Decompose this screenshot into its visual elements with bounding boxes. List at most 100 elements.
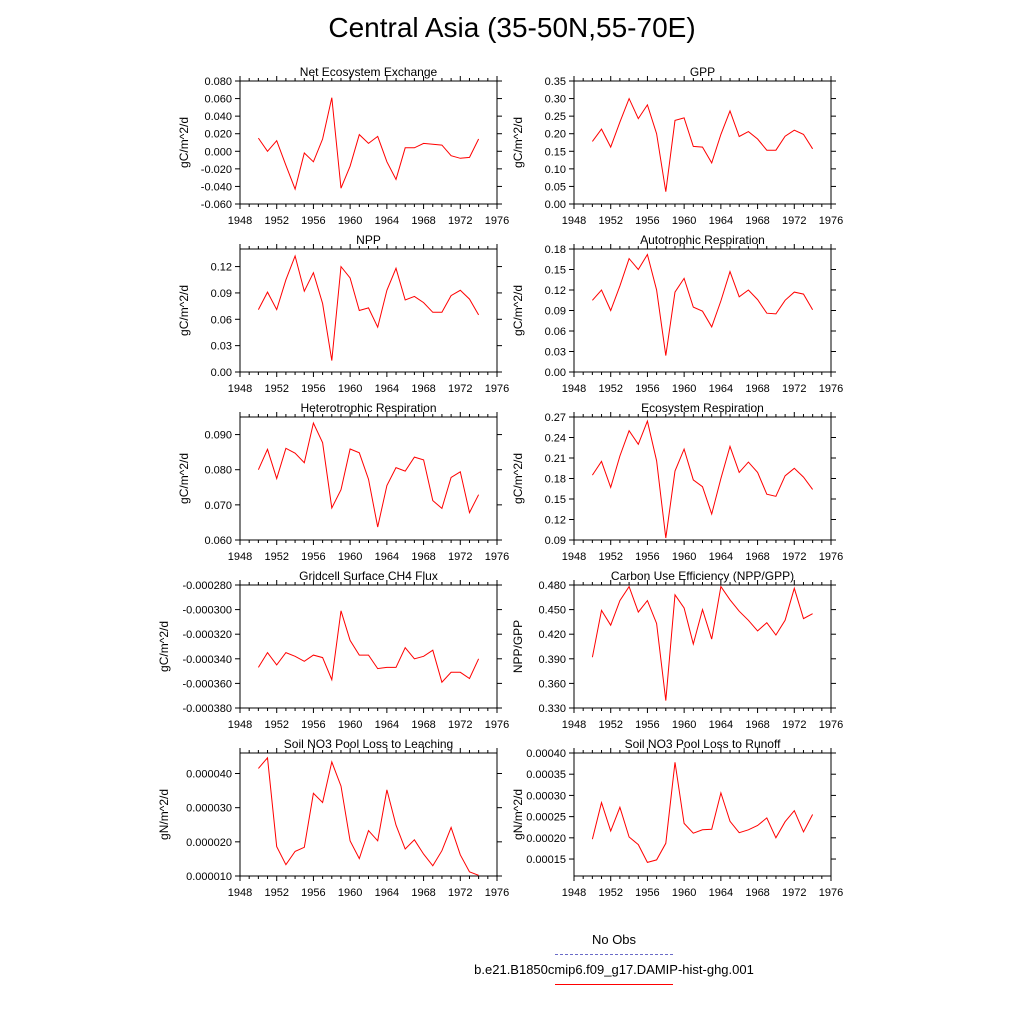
y-tick-label: 0.000030 [186, 803, 232, 815]
y-tick-label: -0.000300 [182, 605, 232, 617]
plot-frame [573, 248, 832, 373]
x-tick-label: 1960 [672, 719, 696, 731]
series-line [257, 421, 480, 528]
chart-panel: Carbon Use Efficiency (NPP/GPP) NPP/GPP 19… [511, 569, 843, 731]
y-tick-label: 0.360 [538, 678, 566, 690]
x-tick-label: 1960 [338, 383, 362, 395]
series-line [591, 585, 813, 701]
y-tick-label: 0.00015 [526, 854, 566, 866]
y-tick-label: -0.020 [201, 164, 232, 176]
y-tick-label: 0.27 [545, 412, 566, 424]
plot-frame [573, 416, 832, 541]
y-tick-label: 0.090 [204, 430, 232, 442]
x-tick-label: 1952 [598, 887, 622, 899]
x-tick-label: 1968 [411, 551, 435, 563]
x-tick-label: 1956 [635, 719, 659, 731]
y-tick-label: -0.000380 [182, 703, 232, 715]
x-tick-label: 1948 [228, 551, 252, 563]
x-tick-label: 1956 [301, 887, 325, 899]
x-tick-label: 1976 [819, 719, 843, 731]
series-line [591, 762, 814, 863]
x-tick-label: 1972 [448, 887, 472, 899]
y-tick-label: 0.070 [204, 500, 232, 512]
x-tick-label: 1968 [411, 887, 435, 899]
legend-obs-label: No Obs [591, 932, 637, 947]
series-line [591, 419, 814, 539]
y-axis-label: gC/m^2/d [511, 453, 525, 504]
x-tick-label: 1964 [375, 887, 399, 899]
y-tick-label: 0.09 [545, 306, 566, 318]
x-tick-label: 1956 [635, 215, 659, 227]
y-tick-label: 0.06 [211, 314, 232, 326]
x-tick-label: 1956 [301, 719, 325, 731]
y-axis-label: gC/m^2/d [157, 621, 171, 672]
panel-title: Soil NO3 Pool Loss to Leaching [284, 737, 453, 751]
x-tick-label: 1968 [745, 551, 769, 563]
panel-title: Net Ecosystem Exchange [300, 65, 438, 79]
y-tick-label: 0.21 [545, 453, 566, 465]
x-tick-label: 1968 [745, 215, 769, 227]
x-tick-label: 1964 [375, 551, 399, 563]
y-tick-label: 0.09 [211, 288, 232, 300]
y-tick-label: 0.15 [545, 494, 566, 506]
x-tick-label: 1952 [264, 551, 288, 563]
x-tick-label: 1960 [338, 887, 362, 899]
y-tick-label: 0.20 [545, 129, 566, 141]
x-tick-label: 1952 [264, 215, 288, 227]
panel-title: GPP [690, 65, 715, 79]
chart-panel: Soil NO3 Pool Loss to Runoff gN/m^2/d 1948… [511, 737, 843, 899]
y-tick-label: -0.000280 [182, 580, 232, 592]
x-tick-label: 1960 [672, 383, 696, 395]
y-tick-label: 0.000040 [186, 769, 232, 781]
x-tick-label: 1948 [562, 551, 586, 563]
x-tick-label: 1972 [448, 383, 472, 395]
series-line [257, 610, 480, 684]
x-tick-label: 1976 [819, 383, 843, 395]
y-tick-label: 0.00020 [526, 833, 566, 845]
chart-panel: Net Ecosystem Exchange gC/m^2/d 1948 1952 19… [177, 65, 509, 227]
series-line [592, 253, 814, 356]
panel-title: Heterotrophic Respiration [300, 401, 436, 415]
x-tick-label: 1960 [672, 551, 696, 563]
y-tick-label: 0.420 [538, 629, 566, 641]
y-tick-label: 0.30 [545, 94, 566, 106]
y-axis-label: gC/m^2/d [177, 285, 191, 336]
x-tick-label: 1964 [709, 215, 733, 227]
plot-frame [573, 752, 832, 877]
y-tick-label: 0.03 [545, 347, 566, 359]
y-tick-label: 0.05 [545, 181, 566, 193]
y-tick-label: -0.000340 [182, 654, 232, 666]
chart-panel: Autotrophic Respiration gC/m^2/d 1948 1952 1… [511, 233, 843, 395]
y-axis-label: gC/m^2/d [177, 117, 191, 168]
x-tick-label: 1956 [635, 887, 659, 899]
x-tick-label: 1972 [782, 215, 806, 227]
x-tick-label: 1948 [562, 719, 586, 731]
y-tick-label: -0.000360 [182, 678, 232, 690]
x-tick-label: 1968 [411, 383, 435, 395]
y-tick-label: 0.330 [538, 703, 566, 715]
chart-panel: Heterotrophic Respiration gC/m^2/d 1948 195… [177, 401, 509, 563]
y-tick-label: 0.020 [204, 129, 232, 141]
panel-title: Ecosystem Respiration [641, 401, 764, 415]
x-tick-label: 1952 [264, 383, 288, 395]
y-tick-label: 0.15 [545, 265, 566, 277]
x-tick-label: 1968 [411, 719, 435, 731]
series-line [258, 756, 479, 876]
y-tick-label: 0.00030 [526, 790, 566, 802]
x-tick-label: 1952 [264, 719, 288, 731]
y-axis-label: gN/m^2/d [511, 789, 525, 840]
chart-panel: Ecosystem Respiration gC/m^2/d 1948 1952 195… [511, 401, 843, 563]
x-tick-label: 1948 [228, 887, 252, 899]
x-tick-label: 1948 [228, 719, 252, 731]
x-tick-label: 1972 [782, 719, 806, 731]
y-axis-label: gC/m^2/d [511, 117, 525, 168]
y-tick-label: -0.000320 [182, 629, 232, 641]
y-tick-label: 0.18 [545, 474, 566, 486]
y-tick-label: 0.18 [545, 244, 566, 256]
y-tick-label: -0.060 [201, 199, 232, 211]
y-tick-label: 0.00 [545, 367, 566, 379]
y-tick-label: 0.080 [204, 465, 232, 477]
x-tick-label: 1976 [485, 215, 509, 227]
y-tick-label: 0.25 [545, 111, 566, 123]
